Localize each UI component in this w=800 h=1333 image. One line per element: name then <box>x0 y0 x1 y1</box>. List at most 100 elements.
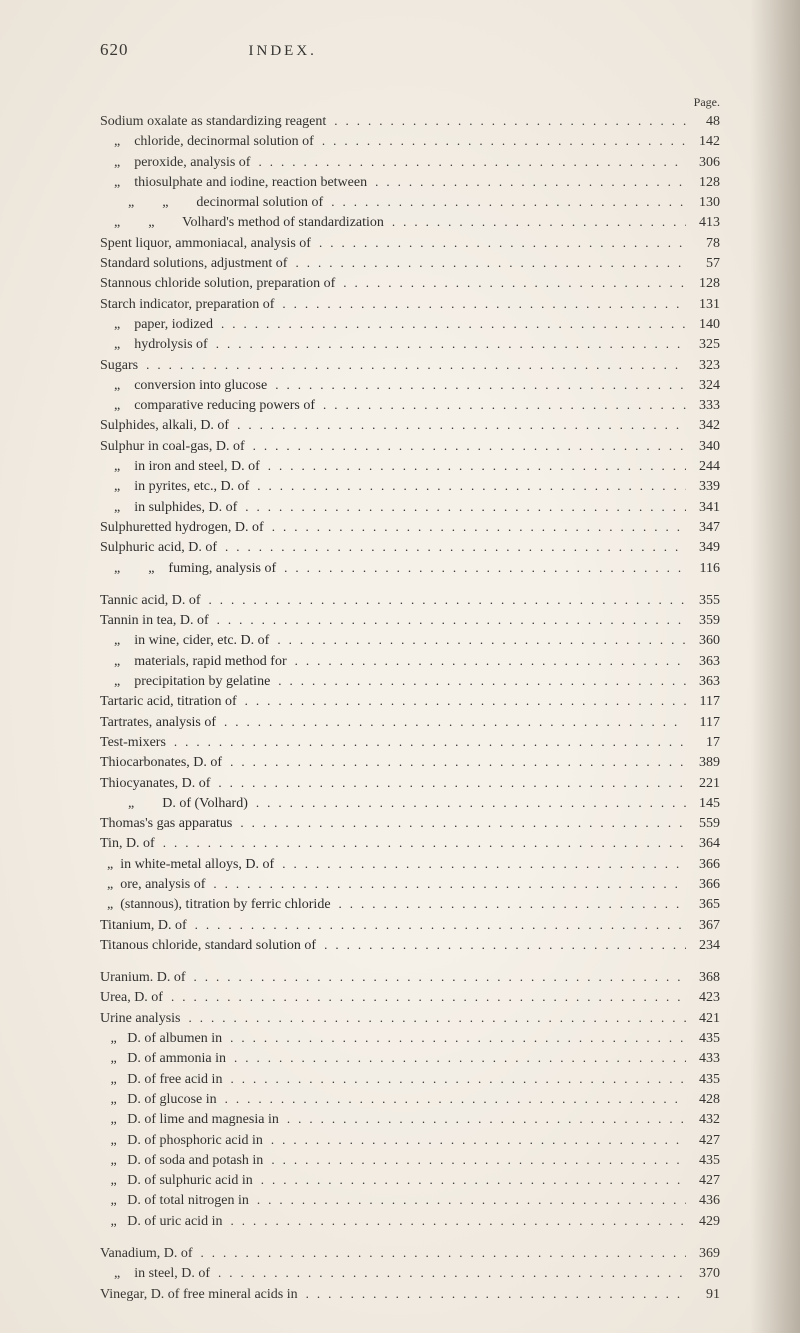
index-page-ref: 364 <box>686 834 720 854</box>
index-row: Tartaric acid, titration of.............… <box>100 692 720 712</box>
index-page-ref: 365 <box>686 895 720 915</box>
leader-dots: ........................................… <box>216 713 686 732</box>
leader-dots: ........................................… <box>274 855 686 874</box>
index-page-ref: 359 <box>686 611 720 631</box>
index-page-ref: 325 <box>686 335 720 355</box>
index-page-ref: 436 <box>686 1191 720 1211</box>
index-row: „ D. of (Volhard).......................… <box>100 794 720 814</box>
leader-dots: ........................................… <box>200 591 686 610</box>
leader-dots: ........................................… <box>155 834 686 853</box>
leader-dots: ........................................… <box>222 753 686 772</box>
index-label: „ peroxide, analysis of <box>100 153 250 173</box>
index-label: Spent liquor, ammoniacal, analysis of <box>100 234 311 254</box>
index-row: „ in pyrites, etc., D. of...............… <box>100 477 720 497</box>
index-page-ref: 130 <box>686 193 720 213</box>
index-label: „ „ fuming, analysis of <box>100 559 276 579</box>
index-page-ref: 142 <box>686 132 720 152</box>
index-row: Tin, D. of..............................… <box>100 834 720 854</box>
leader-dots: ........................................… <box>279 1110 686 1129</box>
leader-dots: ........................................… <box>267 376 686 395</box>
index-label: Titanous chloride, standard solution of <box>100 936 316 956</box>
index-row: „ „ decinormal solution of..............… <box>100 193 720 213</box>
index-page-ref: 349 <box>686 538 720 558</box>
index-label: „ D. of sulphuric acid in <box>100 1171 253 1191</box>
leader-dots: ........................................… <box>263 1151 686 1170</box>
leader-dots: ........................................… <box>245 437 686 456</box>
index-page-ref: 369 <box>686 1244 720 1264</box>
leader-dots: ........................................… <box>335 274 686 293</box>
index-page-ref: 363 <box>686 672 720 692</box>
leader-dots: ........................................… <box>187 916 686 935</box>
index-label: Thiocyanates, D. of <box>100 774 210 794</box>
leader-dots: ........................................… <box>222 1029 686 1048</box>
index-label: „ D. of soda and potash in <box>100 1151 263 1171</box>
index-page-ref: 427 <box>686 1171 720 1191</box>
leader-dots: ........................................… <box>186 968 686 987</box>
leader-dots: ........................................… <box>249 1191 686 1210</box>
leader-dots: ........................................… <box>210 774 686 793</box>
index-label: „ D. of glucose in <box>100 1090 217 1110</box>
leader-dots: ........................................… <box>264 518 686 537</box>
index-label: „ D. of ammonia in <box>100 1049 226 1069</box>
index-page-ref: 57 <box>686 254 720 274</box>
index-page-ref: 389 <box>686 753 720 773</box>
leader-dots: ........................................… <box>287 652 686 671</box>
leader-dots: ........................................… <box>222 1212 686 1231</box>
index-row: Sodium oxalate as standardizing reagent.… <box>100 112 720 132</box>
leader-dots: ........................................… <box>222 1070 686 1089</box>
index-row: „ D. of phosphoric acid in..............… <box>100 1131 720 1151</box>
index-page-ref: 435 <box>686 1070 720 1090</box>
section-gap <box>100 956 720 968</box>
index-label: „ paper, iodized <box>100 315 213 335</box>
index-label: „ in steel, D. of <box>100 1264 210 1284</box>
index-page-ref: 323 <box>686 356 720 376</box>
index-label: Uranium. D. of <box>100 968 186 988</box>
page-shadow <box>750 0 800 1333</box>
index-page-ref: 340 <box>686 437 720 457</box>
index-label: Sulphides, alkali, D. of <box>100 416 229 436</box>
index-page-ref: 17 <box>686 733 720 753</box>
index-page-ref: 333 <box>686 396 720 416</box>
index-label: Starch indicator, preparation of <box>100 295 274 315</box>
index-label: Thiocarbonates, D. of <box>100 753 222 773</box>
index-label: Vinegar, D. of free mineral acids in <box>100 1285 298 1305</box>
index-page-ref: 367 <box>686 916 720 936</box>
index-label: Tannin in tea, D. of <box>100 611 209 631</box>
index-row: Titanium, D. of.........................… <box>100 916 720 936</box>
index-page-ref: 339 <box>686 477 720 497</box>
index-label: „ in pyrites, etc., D. of <box>100 477 249 497</box>
leader-dots: ........................................… <box>209 611 686 630</box>
index-label: „ ore, analysis of <box>100 875 205 895</box>
leader-dots: ........................................… <box>298 1285 686 1304</box>
index-page-ref: 128 <box>686 274 720 294</box>
index-label: „ D. of total nitrogen in <box>100 1191 249 1211</box>
index-label: Stannous chloride solution, preparation … <box>100 274 335 294</box>
index-label: Tartaric acid, titration of <box>100 692 237 712</box>
index-row: „ (stannous), titration by ferric chlori… <box>100 895 720 915</box>
leader-dots: ........................................… <box>237 498 686 517</box>
index-row: „ „ Volhard's method of standardization.… <box>100 213 720 233</box>
index-row: Test-mixers.............................… <box>100 733 720 753</box>
index-label: Titanium, D. of <box>100 916 187 936</box>
index-row: Thiocarbonates, D. of...................… <box>100 753 720 773</box>
leader-dots: ........................................… <box>193 1244 686 1263</box>
index-label: „ „ Volhard's method of standardization <box>100 213 384 233</box>
leader-dots: ........................................… <box>213 315 686 334</box>
index-label: „ comparative reducing powers of <box>100 396 315 416</box>
index-page-ref: 324 <box>686 376 720 396</box>
index-body: Sodium oxalate as standardizing reagent.… <box>100 112 720 1305</box>
index-page-ref: 559 <box>686 814 720 834</box>
leader-dots: ........................................… <box>315 396 686 415</box>
index-row: Sugars..................................… <box>100 356 720 376</box>
leader-dots: ........................................… <box>249 477 686 496</box>
index-row: „ conversion into glucose...............… <box>100 376 720 396</box>
leader-dots: ........................................… <box>138 356 686 375</box>
index-page-ref: 347 <box>686 518 720 538</box>
leader-dots: ........................................… <box>217 538 686 557</box>
index-label: Test-mixers <box>100 733 166 753</box>
leader-dots: ........................................… <box>217 1090 686 1109</box>
index-page-ref: 341 <box>686 498 720 518</box>
leader-dots: ........................................… <box>276 559 686 578</box>
index-label: „ (stannous), titration by ferric chlori… <box>100 895 331 915</box>
index-page-ref: 427 <box>686 1131 720 1151</box>
